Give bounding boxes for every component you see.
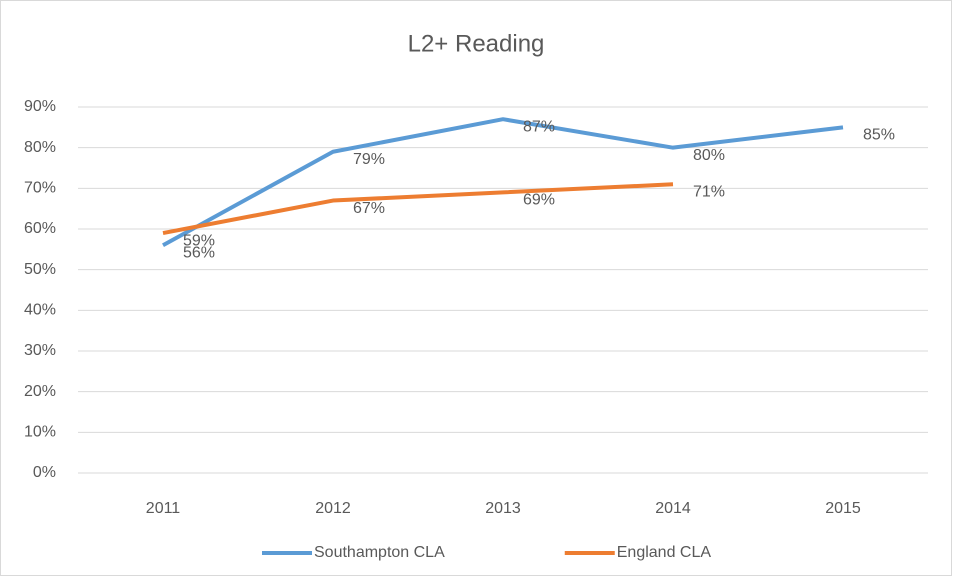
y-tick-label: 70% xyxy=(24,180,56,197)
y-tick-label: 30% xyxy=(24,342,56,359)
y-tick-label: 50% xyxy=(24,261,56,278)
y-tick-label: 60% xyxy=(24,220,56,237)
data-label: 87% xyxy=(523,118,555,135)
x-tick-label: 2015 xyxy=(825,500,861,517)
x-tick-label: 2014 xyxy=(655,500,691,517)
data-label: 56% xyxy=(183,244,215,261)
y-tick-label: 10% xyxy=(24,424,56,441)
y-tick-label: 20% xyxy=(24,383,56,400)
x-tick-label: 2011 xyxy=(146,500,181,517)
y-tick-label: 90% xyxy=(24,98,56,115)
legend-label: England CLA xyxy=(617,544,712,561)
x-tick-label: 2012 xyxy=(315,500,351,517)
data-label: 80% xyxy=(693,147,725,164)
data-label: 85% xyxy=(863,127,895,144)
data-label: 67% xyxy=(353,200,385,217)
series-line xyxy=(162,117,844,248)
x-tick-label: 2013 xyxy=(485,500,521,517)
chart-title: L2+ Reading xyxy=(408,30,545,57)
data-label: 79% xyxy=(353,151,385,168)
data-label: 71% xyxy=(693,183,725,200)
y-tick-label: 0% xyxy=(33,464,56,481)
y-tick-label: 80% xyxy=(24,139,56,156)
legend-label: Southampton CLA xyxy=(314,544,445,561)
series-line xyxy=(162,182,674,236)
y-tick-label: 40% xyxy=(24,302,56,319)
data-label: 69% xyxy=(523,192,555,209)
data-label: 59% xyxy=(183,232,215,249)
